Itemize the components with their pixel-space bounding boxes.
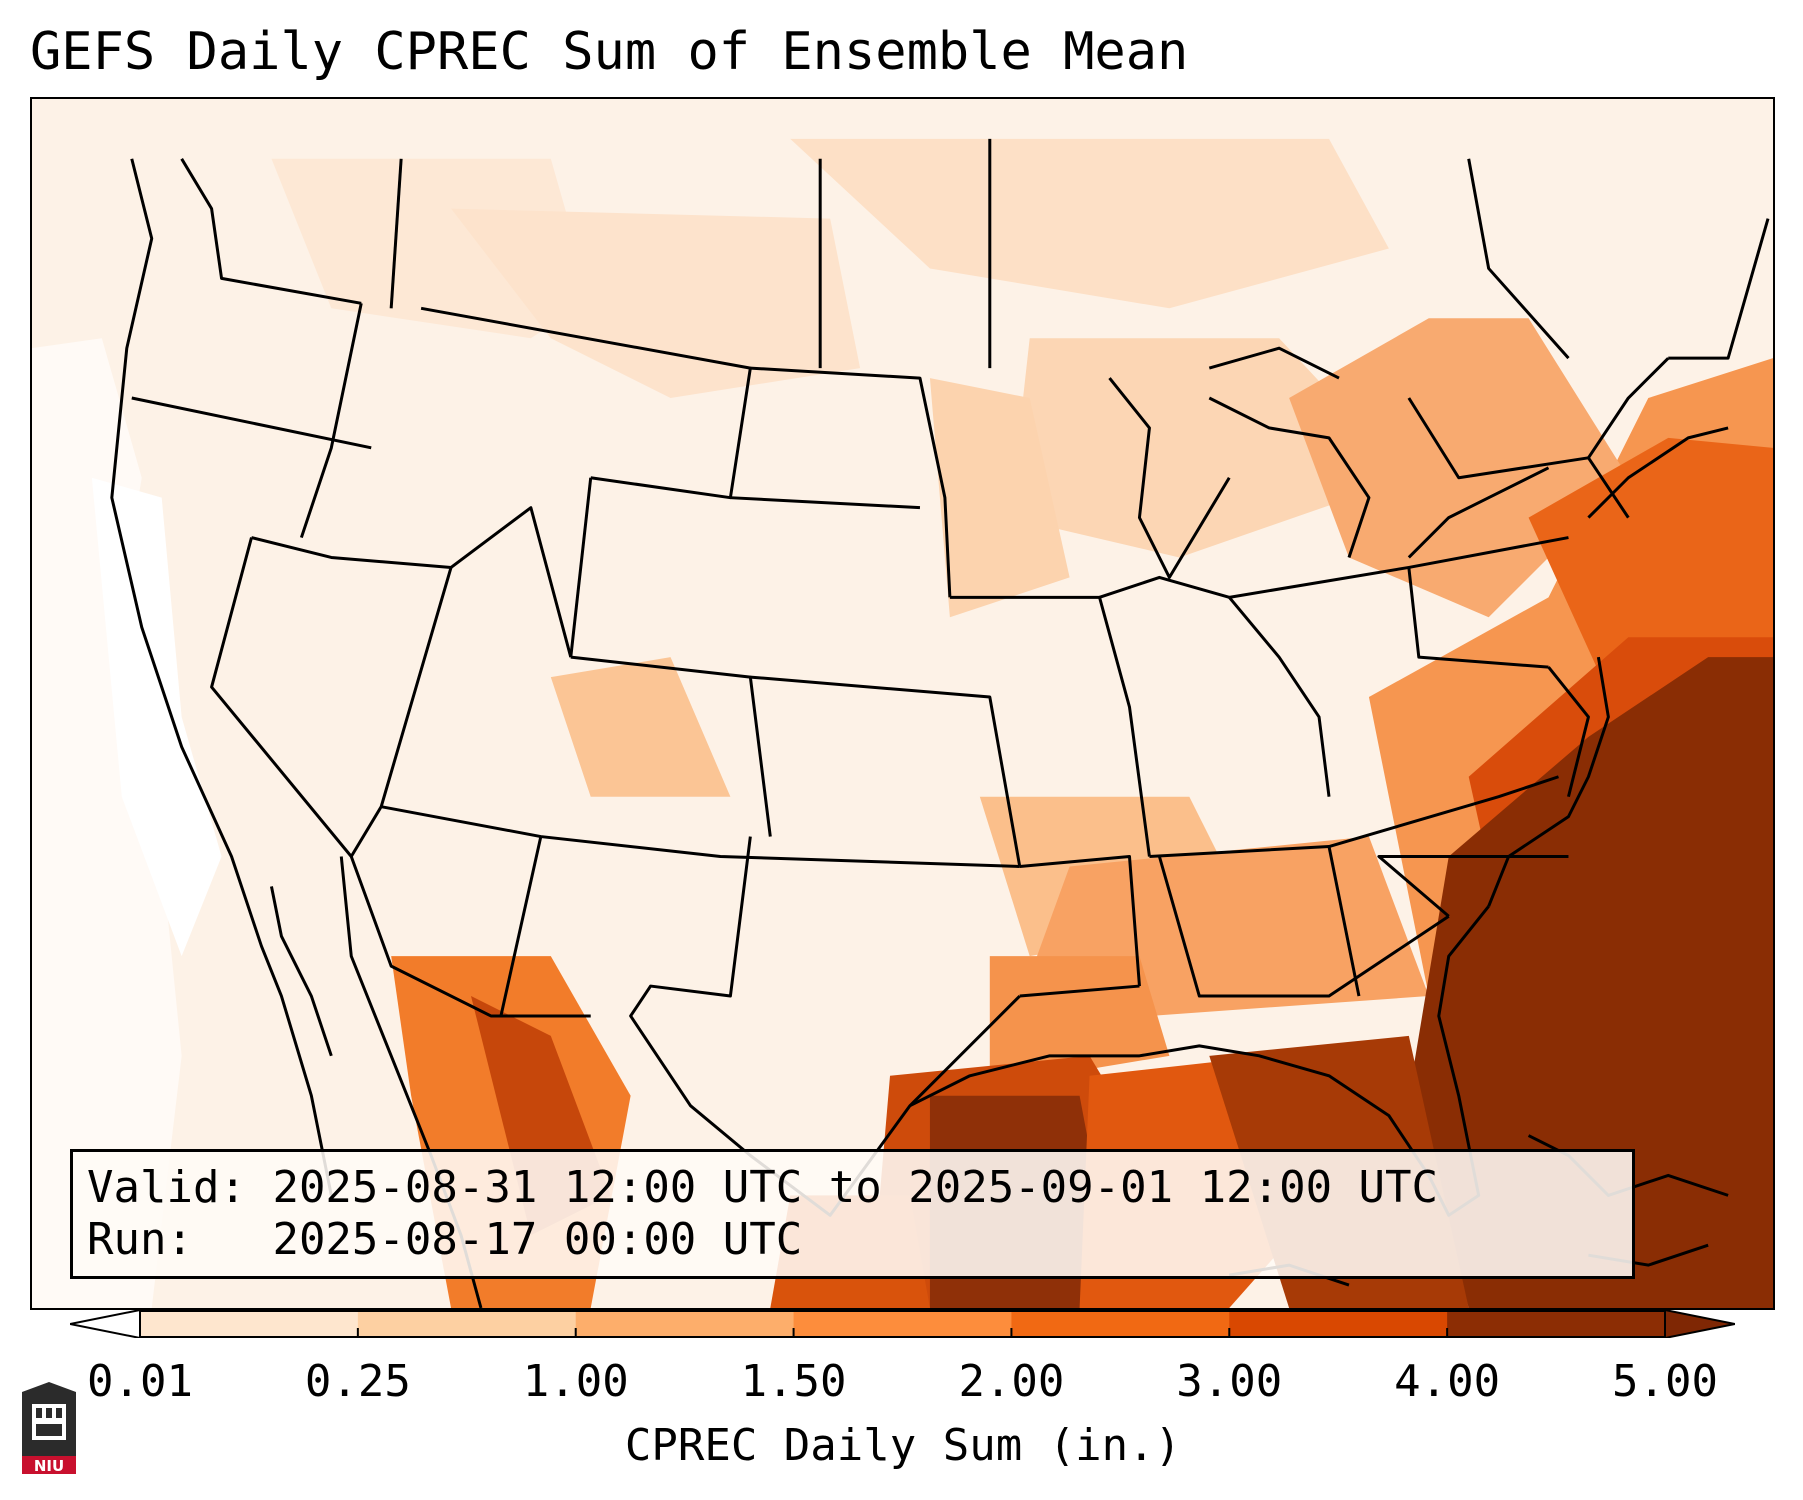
- valid-label: Valid:: [87, 1162, 246, 1213]
- colorbar-segment: [1447, 1310, 1666, 1338]
- colorbar-over-extension: [1664, 1310, 1735, 1338]
- colorbar-tick-label: 3.00: [1176, 1356, 1283, 1407]
- colorbar-segment: [575, 1310, 795, 1338]
- niu-logo: NIU: [22, 1382, 76, 1475]
- precip-map: [32, 99, 1773, 1308]
- colorbar-label: CPREC Daily Sum (in.): [624, 1420, 1182, 1471]
- coastlines: [909, 346, 1729, 1217]
- run-time-line: Run: 2025-08-17 00:00 UTC: [87, 1214, 802, 1265]
- colorbar-segment: [793, 1310, 1012, 1338]
- state-borders: [110, 138, 1770, 1217]
- colorbar-tick-label: 0.25: [304, 1356, 411, 1407]
- colorbar-tick-label: 2.00: [958, 1356, 1065, 1407]
- chart-title: GEFS Daily CPREC Sum of Ensemble Mean: [30, 22, 1189, 82]
- colorbar-tick-label: 0.01: [87, 1356, 193, 1407]
- colorbar-segment: [1229, 1310, 1448, 1338]
- valid-value: 2025-08-31 12:00 UTC to 2025-09-01 12:00…: [272, 1162, 1439, 1213]
- colorbar-segment: [1011, 1310, 1230, 1338]
- colorbar-outline: [139, 1310, 1666, 1338]
- colorbar-tick-label: 4.00: [1394, 1356, 1501, 1407]
- colorbar-tick-label: 1.00: [522, 1356, 629, 1407]
- valid-time-line: Valid: 2025-08-31 12:00 UTC to 2025-09-0…: [87, 1162, 1438, 1213]
- run-label: Run:: [87, 1214, 193, 1265]
- valid-run-info-box: Valid: 2025-08-31 12:00 UTC to 2025-09-0…: [70, 1149, 1635, 1279]
- run-value: 2025-08-17 00:00 UTC: [272, 1214, 803, 1265]
- colorbar-under-extension: [70, 1310, 141, 1338]
- colorbar: [70, 1310, 1735, 1338]
- colorbar-segment: [140, 1310, 359, 1338]
- colorbar-tick-label: 5.00: [1612, 1356, 1718, 1407]
- colorbar-segment: [357, 1310, 577, 1338]
- map-panel: Valid: 2025-08-31 12:00 UTC to 2025-09-0…: [30, 97, 1775, 1310]
- colorbar-tick-label: 1.50: [740, 1356, 847, 1407]
- logo-text: NIU: [34, 1457, 64, 1475]
